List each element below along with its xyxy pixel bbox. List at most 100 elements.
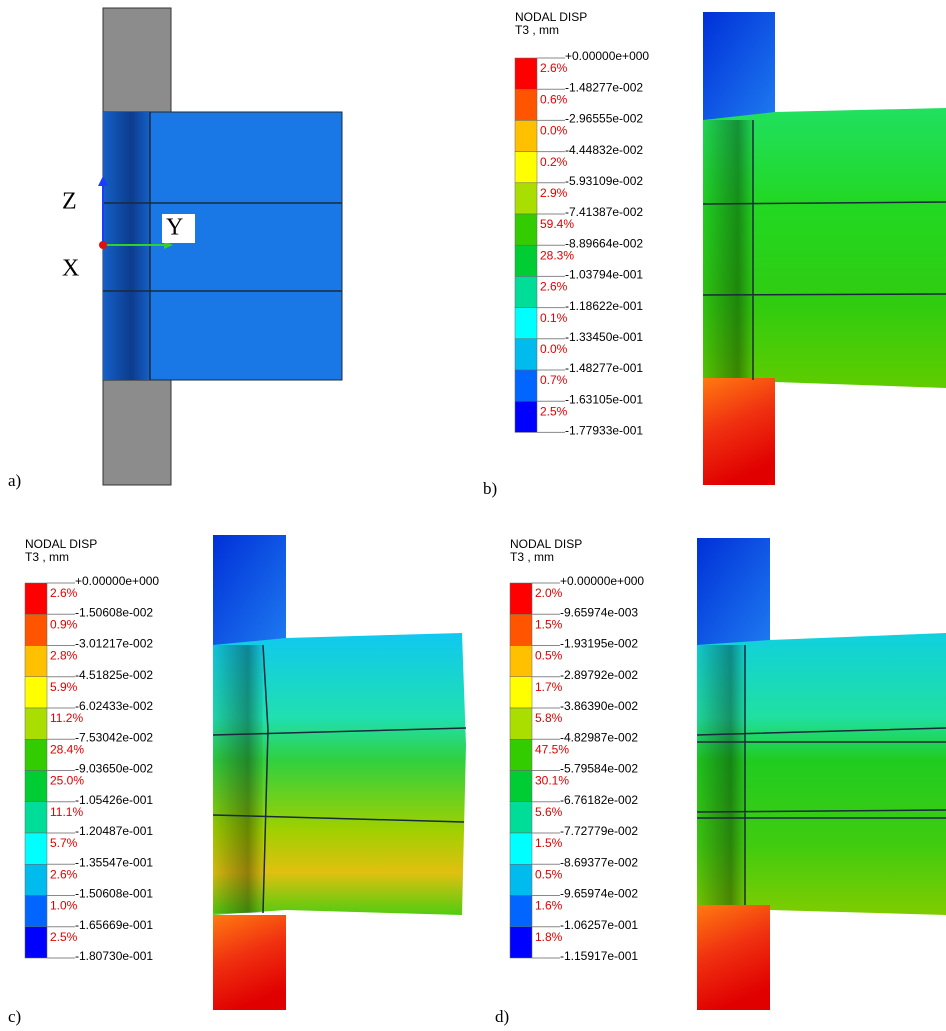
- level-label: -3.01217e-002: [75, 637, 153, 651]
- level-label: -1.18622e-001: [565, 299, 643, 313]
- level-label: -4.51825e-002: [75, 668, 153, 682]
- color-box: [514, 338, 538, 371]
- color-box: [514, 244, 538, 277]
- z-arrowhead: [98, 176, 108, 186]
- level-label: -7.41387e-002: [565, 205, 643, 219]
- color-box: [509, 614, 533, 646]
- panel-label: b): [483, 479, 497, 498]
- percent-label: 0.5%: [535, 867, 563, 881]
- level-label: -9.03650e-002: [75, 762, 153, 776]
- color-box: [24, 614, 48, 646]
- level-label: -1.35547e-001: [75, 855, 153, 869]
- column-bottom: [697, 905, 770, 1010]
- level-label: -1.50608e-001: [75, 887, 153, 901]
- percent-label: 11.1%: [50, 805, 83, 819]
- legend-unit: T3 , mm: [515, 23, 559, 37]
- level-label: -4.44832e-002: [565, 143, 643, 157]
- legend-title: NODAL DISP: [515, 10, 587, 24]
- legend-title: NODAL DISP: [510, 537, 582, 551]
- color-box: [509, 895, 533, 927]
- percent-label: 59.4%: [540, 217, 574, 231]
- axis-label: Y: [166, 215, 183, 241]
- level-label: -1.48277e-001: [565, 361, 643, 375]
- color-box: [509, 676, 533, 709]
- color-box: [514, 307, 538, 340]
- percent-label: 47.5%: [535, 742, 569, 756]
- percent-label: 2.6%: [540, 61, 568, 75]
- panel-a: Z Y X a): [8, 7, 343, 490]
- color-box: [509, 801, 533, 834]
- percent-label: 2.5%: [50, 930, 78, 944]
- color-box: [24, 645, 48, 677]
- percent-label: 2.6%: [50, 586, 78, 600]
- level-label: -1.65669e-001: [75, 918, 153, 932]
- percent-label: 5.7%: [50, 836, 78, 850]
- panel-label: d): [495, 1007, 509, 1026]
- edge: [212, 644, 467, 914]
- color-box: [514, 151, 538, 184]
- axis-label: Z: [62, 189, 77, 215]
- color-box: [514, 182, 538, 215]
- web-shade: [697, 645, 745, 905]
- panel-label: c): [8, 1007, 21, 1026]
- panel-d-contour: d): [495, 538, 946, 1026]
- percent-label: 28.3%: [540, 248, 574, 262]
- color-box: [514, 120, 538, 152]
- percent-label: 0.9%: [50, 617, 78, 631]
- level-label: -6.02433e-002: [75, 699, 153, 713]
- percent-label: 5.8%: [535, 711, 563, 725]
- color-box: [514, 276, 538, 308]
- percent-label: 2.9%: [540, 186, 568, 200]
- color-box: [509, 739, 533, 771]
- color-box: [24, 801, 48, 834]
- level-label: -1.77933e-001: [565, 424, 643, 438]
- color-box: [509, 582, 533, 615]
- color-box: [514, 400, 538, 433]
- level-label: -1.48277e-002: [565, 80, 643, 94]
- level-label: -1.05426e-001: [75, 793, 153, 807]
- level-label: -1.15917e-001: [560, 949, 638, 963]
- level-label: -2.96555e-002: [565, 112, 643, 126]
- x-origin: [99, 241, 107, 249]
- level-label: -1.03794e-001: [565, 268, 643, 282]
- level-label: +0.00000e+000: [75, 574, 159, 588]
- level-label: -1.63105e-001: [565, 392, 643, 406]
- level-label: -3.86390e-002: [560, 699, 638, 713]
- percent-label: 1.8%: [535, 930, 563, 944]
- level-label: -7.53042e-002: [75, 730, 153, 744]
- color-box: [509, 832, 533, 865]
- percent-label: 0.2%: [540, 155, 568, 169]
- legend-unit: T3 , mm: [510, 550, 554, 564]
- color-box: [509, 770, 533, 802]
- percent-label: 0.5%: [535, 649, 563, 663]
- percent-label: 11.2%: [50, 711, 83, 725]
- level-label: -1.20487e-001: [75, 824, 153, 838]
- percent-label: 1.5%: [535, 617, 563, 631]
- color-box: [24, 676, 48, 709]
- axis-label: X: [62, 256, 79, 282]
- percent-label: 2.5%: [540, 404, 568, 418]
- level-label: -7.72779e-002: [560, 824, 638, 838]
- color-box: [24, 770, 48, 802]
- column-bottom: [213, 915, 286, 1010]
- edge: [702, 120, 946, 380]
- beam: [213, 633, 466, 915]
- beam: [697, 633, 946, 915]
- web-shade: [703, 120, 753, 380]
- column-top: [213, 535, 286, 645]
- level-label: -1.33450e-001: [565, 330, 643, 344]
- percent-label: 0.0%: [540, 342, 568, 356]
- color-box: [514, 57, 538, 90]
- beam: [703, 108, 946, 388]
- panel-c-contour: c): [8, 535, 467, 1026]
- percent-label: 0.6%: [540, 92, 568, 106]
- color-box: [24, 739, 48, 771]
- percent-label: 1.0%: [50, 899, 78, 913]
- level-label: +0.00000e+000: [560, 574, 644, 588]
- percent-label: 1.7%: [535, 680, 563, 694]
- percent-label: 1.6%: [535, 899, 563, 913]
- percent-label: 5.6%: [535, 805, 563, 819]
- level-label: -6.76182e-002: [560, 793, 638, 807]
- level-label: -1.93195e-002: [560, 637, 638, 651]
- level-label: -1.80730e-001: [75, 949, 153, 963]
